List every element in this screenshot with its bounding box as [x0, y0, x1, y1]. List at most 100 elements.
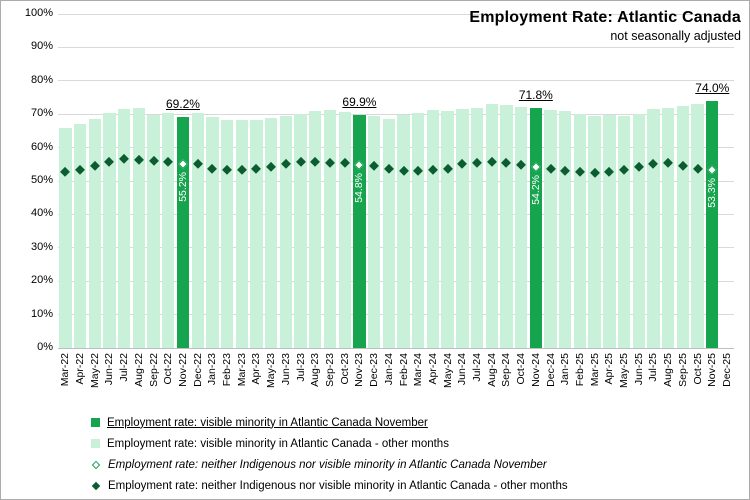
november-diamond-value-label: 55.2%: [176, 171, 189, 202]
november-bar-value-label: 71.8%: [518, 88, 553, 103]
chart-title: Employment Rate: Atlantic Canada: [469, 9, 741, 26]
legend-item: Employment rate: visible minority in Atl…: [91, 412, 568, 433]
legend: Employment rate: visible minority in Atl…: [91, 412, 568, 496]
category-slot: Jun-24: [455, 14, 470, 385]
category-slot: Aug-23: [308, 14, 323, 387]
bar: [456, 109, 469, 348]
category-slot: Jun-22: [102, 14, 117, 385]
bar: [603, 115, 616, 348]
x-axis-tick-label: Feb-24: [397, 353, 410, 387]
x-axis-tick-label: Jul-25: [647, 353, 660, 382]
legend-item-label: Employment rate: neither Indigenous nor …: [108, 458, 547, 471]
x-axis-tick-label: May-22: [88, 353, 101, 389]
category-slot: May-23: [264, 14, 279, 388]
category-slot: Apr-24: [426, 14, 441, 385]
category-slot: Jul-25: [646, 14, 661, 382]
category-slot: Dec-22: [190, 14, 205, 387]
x-axis-tick-label: Jul-24: [471, 353, 484, 382]
x-axis-tick-label: Nov-24: [529, 353, 542, 387]
x-axis-tick-label: Apr-24: [426, 353, 439, 385]
x-axis-tick-label: Apr-23: [250, 353, 263, 385]
x-axis-tick-label: Jan-23: [206, 353, 219, 386]
bar: [691, 103, 704, 348]
bars-container: Mar-22 Apr-22 May-22 Jun-22 Jul-22 Aug-22 Sep-…: [58, 14, 735, 388]
chart-subtitle: not seasonally adjusted: [610, 29, 741, 43]
category-slot: Sep-22: [146, 14, 161, 387]
bar: [367, 116, 381, 348]
gridline: [58, 80, 734, 82]
category-slot: Dec-25: [720, 14, 735, 387]
y-axis-tick-label: 20%: [30, 274, 53, 287]
legend-item: Employment rate: visible minority in Atl…: [91, 433, 568, 454]
bar: [162, 113, 175, 348]
category-slot: Jul-22: [117, 14, 132, 382]
category-slot: Jan-24: [381, 14, 396, 385]
x-axis-tick-label: Apr-22: [74, 353, 87, 385]
category-slot: Jul-23: [293, 14, 308, 382]
x-axis-tick-label: Sep-24: [500, 353, 513, 387]
x-axis-tick-label: Feb-25: [573, 353, 586, 387]
x-axis-tick-label: Sep-23: [324, 353, 336, 387]
bar: [412, 112, 425, 348]
bar: [323, 109, 337, 348]
category-slot: 69.2% 55.2% Nov-22: [166, 14, 200, 387]
y-axis-tick-label: 50%: [30, 174, 53, 186]
category-slot: Feb-23: [220, 14, 235, 386]
category-slot: Jan-25: [558, 14, 573, 385]
gridline: [58, 147, 734, 149]
category-slot: Feb-25: [573, 14, 588, 386]
bar: [662, 107, 675, 348]
x-axis-tick-label: Mar-23: [235, 353, 248, 387]
category-slot: Aug-24: [484, 14, 499, 387]
bar: [382, 119, 395, 348]
gridline: [58, 180, 734, 182]
category-slot: May-25: [617, 14, 632, 388]
x-axis-tick-label: Aug-23: [309, 353, 322, 387]
square-light-green-icon: [91, 439, 100, 448]
x-axis-tick-label: Dec-25: [720, 353, 733, 387]
category-slot: Feb-24: [396, 14, 411, 386]
bar: [559, 111, 572, 348]
category-slot: Jan-23: [205, 14, 220, 385]
x-axis-tick-label: Aug-24: [485, 353, 498, 387]
x-axis-tick-label: Dec-24: [544, 353, 557, 387]
category-slot: 69.9% 54.8% Nov-23: [342, 14, 376, 387]
x-axis-tick-label: Dec-23: [368, 353, 381, 387]
bar: [103, 112, 116, 348]
category-slot: Apr-25: [602, 14, 617, 385]
x-axis-tick-label: Nov-23: [353, 353, 366, 387]
bar: [235, 120, 248, 348]
category-slot: Oct-23: [337, 14, 352, 385]
gridline: [58, 314, 734, 316]
x-axis-tick-label: Mar-22: [59, 353, 72, 387]
bar: [294, 113, 307, 348]
category-slot: Apr-23: [249, 14, 264, 385]
bar: [544, 110, 557, 348]
x-axis-tick-label: Nov-25: [706, 353, 719, 387]
bar: [132, 107, 146, 348]
bar: [73, 123, 87, 348]
y-axis-tick-label: 30%: [30, 240, 53, 253]
y-axis-tick-label: 10%: [30, 307, 53, 320]
category-slot: Oct-22: [161, 14, 176, 385]
category-slot: Mar-25: [587, 14, 602, 386]
category-slot: Jun-25: [631, 14, 646, 385]
x-axis-tick-label: Oct-24: [515, 353, 528, 385]
bar: [220, 119, 234, 348]
x-axis-tick-label: May-23: [265, 353, 278, 389]
bar-november-highlight: [176, 116, 190, 348]
category-slot: 71.8% 54.2% Nov-24: [519, 14, 553, 387]
bar: [88, 119, 101, 348]
square-dark-green-icon: [91, 418, 100, 427]
bar: [588, 116, 601, 348]
x-axis-line: [58, 347, 734, 349]
legend-item-label: Employment rate: neither Indigenous nor …: [108, 479, 568, 492]
x-axis-tick-label: Jun-23: [279, 353, 292, 386]
x-axis-tick-label: Nov-22: [176, 353, 189, 387]
y-axis-tick-label: 70%: [30, 107, 53, 120]
legend-item: Employment rate: neither Indigenous nor …: [91, 454, 568, 475]
gridline: [58, 280, 734, 282]
y-axis-tick-label: 60%: [30, 140, 53, 153]
diamond-open-green-icon: [91, 460, 101, 469]
